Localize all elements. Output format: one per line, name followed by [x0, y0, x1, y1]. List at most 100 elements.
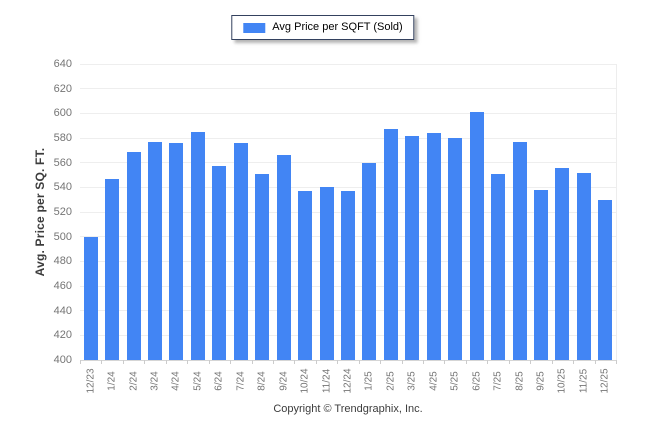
x-axis-tick: [187, 360, 189, 364]
gridline: [80, 63, 616, 65]
y-axis-tick-label: 560: [53, 156, 72, 169]
bar: [319, 187, 334, 360]
y-axis-tick-label: 400: [53, 354, 72, 366]
x-axis-tick: [444, 360, 446, 364]
x-axis-tick: [423, 360, 425, 364]
x-axis-tick: [358, 360, 360, 364]
x-axis-tick: [208, 360, 210, 364]
gridline: [80, 162, 616, 164]
bar: [255, 173, 270, 360]
legend-swatch-icon: [243, 22, 266, 33]
bar: [448, 138, 463, 360]
x-axis-tick-label: 4/24: [170, 371, 182, 391]
bar: [83, 236, 98, 360]
x-axis-tick: [530, 360, 532, 364]
bar: [233, 142, 248, 360]
bar: [341, 191, 355, 360]
bar: [148, 141, 163, 360]
x-axis-tick: [315, 360, 317, 364]
bar: [169, 142, 184, 360]
x-axis-tick-label: 12/23: [85, 368, 97, 394]
x-axis-tick: [122, 360, 124, 364]
x-axis-tick: [616, 360, 617, 364]
x-axis-tick: [573, 360, 575, 364]
x-axis-tick: [380, 360, 382, 364]
bar: [491, 173, 506, 360]
x-axis-tick-label: 9/25: [535, 371, 547, 391]
bar: [576, 172, 591, 360]
x-axis-tick: [401, 360, 403, 364]
bar: [405, 135, 420, 360]
bar: [190, 131, 205, 360]
bar: [105, 178, 120, 360]
y-axis-tick-label: 620: [53, 82, 72, 95]
legend: Avg Price per SQFT (Sold): [231, 15, 415, 40]
x-axis-tick: [294, 360, 296, 364]
x-axis-tick: [144, 360, 146, 364]
x-axis-tick: [337, 360, 339, 364]
y-axis-tick-label: 460: [53, 280, 72, 292]
bar: [598, 199, 613, 360]
bar: [469, 112, 484, 360]
plot-area: [80, 63, 617, 361]
bar: [533, 189, 548, 360]
x-axis-tick-label: 12/24: [342, 368, 354, 394]
x-axis-tick-label: 6/25: [471, 371, 483, 391]
x-axis-tick-label: 11/24: [321, 368, 333, 394]
x-axis-tick: [101, 360, 103, 364]
bar: [383, 129, 398, 360]
x-axis-tick-label: 10/25: [556, 368, 568, 394]
x-axis-tick-label: 7/24: [235, 371, 247, 391]
x-axis-tick-label: 3/25: [406, 371, 418, 391]
bar: [298, 191, 313, 360]
bar: [276, 155, 291, 360]
gridline: [80, 186, 616, 188]
x-axis-tick-label: 7/25: [492, 371, 504, 391]
x-axis-tick-label: 12/25: [599, 368, 611, 394]
bar: [362, 162, 377, 360]
x-axis-tick: [594, 360, 596, 364]
x-axis-tick: [272, 360, 274, 364]
x-axis-tick-label: 10/24: [299, 368, 311, 394]
copyright-text: Copyright © Trendgraphix, Inc.: [273, 403, 423, 415]
x-axis-tick-label: 11/25: [578, 368, 590, 394]
x-axis-tick-label: 1/25: [363, 371, 375, 391]
x-axis-tick-label: 1/24: [106, 371, 118, 391]
y-axis-tick-label: 640: [53, 58, 72, 70]
bar: [512, 141, 527, 360]
x-axis-tick: [465, 360, 467, 364]
x-axis-tick-label: 6/24: [213, 371, 225, 391]
x-axis-tick-label: 9/24: [278, 371, 290, 391]
x-axis-tick: [230, 360, 232, 364]
x-axis-tick-label: 5/25: [449, 371, 461, 391]
x-axis-tick-label: 4/25: [428, 371, 440, 391]
gridline: [80, 88, 616, 90]
x-axis-tick: [80, 360, 81, 364]
x-axis-tick: [165, 360, 167, 364]
y-axis-tick-label: 520: [53, 206, 72, 218]
y-axis-tick-label: 580: [53, 132, 72, 144]
y-axis-tick-label: 440: [53, 304, 72, 317]
bar: [212, 166, 227, 360]
legend-label: Avg Price per SQFT (Sold): [272, 21, 403, 33]
y-axis-tick-label: 600: [53, 107, 72, 120]
gridline: [80, 112, 616, 114]
x-axis-tick-label: 2/25: [385, 371, 397, 391]
gridline: [80, 137, 616, 139]
bar: [555, 167, 570, 360]
bar: [126, 151, 141, 360]
x-axis-tick-label: 3/24: [149, 371, 161, 391]
x-axis-tick-label: 8/24: [256, 371, 268, 391]
bar: [426, 133, 441, 360]
x-axis-tick-label: 5/24: [192, 371, 204, 391]
y-axis-tick-label: 480: [53, 255, 72, 268]
x-axis-tick-label: 8/25: [514, 371, 526, 391]
y-axis-tick-label: 540: [53, 181, 72, 194]
x-axis-tick: [551, 360, 553, 364]
x-axis-tick: [508, 360, 510, 364]
x-axis-tick: [251, 360, 253, 364]
x-axis-tick: [487, 360, 489, 364]
y-axis-tick-label: 500: [53, 230, 72, 243]
x-axis-tick-label: 2/24: [128, 371, 140, 391]
